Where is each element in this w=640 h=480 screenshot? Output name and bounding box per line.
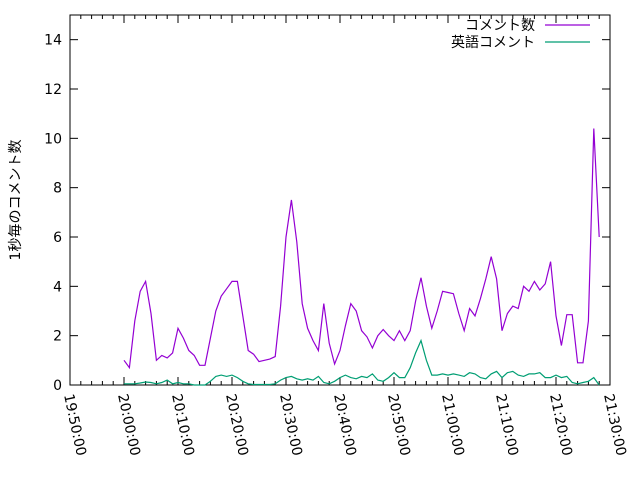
- series-group: [123, 128, 600, 386]
- series-line-english-comments: [124, 338, 600, 386]
- y-axis-label: 1秒毎のコメント数: [8, 140, 24, 261]
- y-tick-label: 8: [53, 181, 62, 197]
- x-tick-label: 21:20:00: [546, 393, 575, 458]
- y-axis: 0 2 4 6 8 10 12 14: [44, 33, 610, 394]
- legend-label: 英語コメント: [451, 34, 535, 51]
- x-tick-label: 20:00:00: [114, 393, 143, 458]
- y-tick-label: 14: [44, 33, 62, 49]
- x-tick-label: 20:20:00: [222, 393, 251, 458]
- x-axis: 19:50:00 20:00:00 20:10:00 20:20:00 20:30:00…: [60, 15, 629, 457]
- x-tick-label: 20:30:00: [276, 393, 305, 458]
- x-tick-label: 20:10:00: [168, 393, 197, 458]
- y-tick-label: 6: [53, 230, 62, 246]
- x-tick-label: 21:10:00: [492, 393, 521, 458]
- y-tick-label: 10: [44, 131, 62, 147]
- x-tick-label: 20:50:00: [384, 393, 413, 458]
- x-tick-label: 19:50:00: [60, 393, 89, 458]
- y-tick-label: 12: [44, 82, 62, 98]
- x-tick-label: 21:30:00: [600, 393, 629, 458]
- x-tick-label: 21:00:00: [438, 393, 467, 458]
- x-tick-label: 20:40:00: [330, 393, 359, 458]
- y-tick-label: 2: [53, 329, 62, 345]
- y-tick-label: 0: [53, 378, 62, 394]
- legend-label: コメント数: [465, 18, 535, 34]
- series-line-comments: [123, 128, 600, 370]
- y-tick-label: 4: [53, 279, 62, 295]
- plot-border: [69, 14, 611, 386]
